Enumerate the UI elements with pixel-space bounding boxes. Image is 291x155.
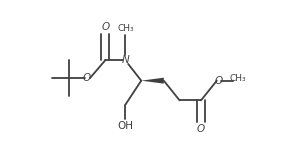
Text: N: N — [122, 55, 129, 65]
Text: O: O — [83, 73, 91, 83]
Text: O: O — [214, 76, 223, 86]
Text: CH₃: CH₃ — [230, 74, 246, 83]
Polygon shape — [141, 78, 164, 84]
Text: OH: OH — [118, 121, 134, 131]
Text: CH₃: CH₃ — [117, 24, 134, 33]
Text: O: O — [197, 124, 205, 134]
Text: O: O — [101, 22, 109, 32]
